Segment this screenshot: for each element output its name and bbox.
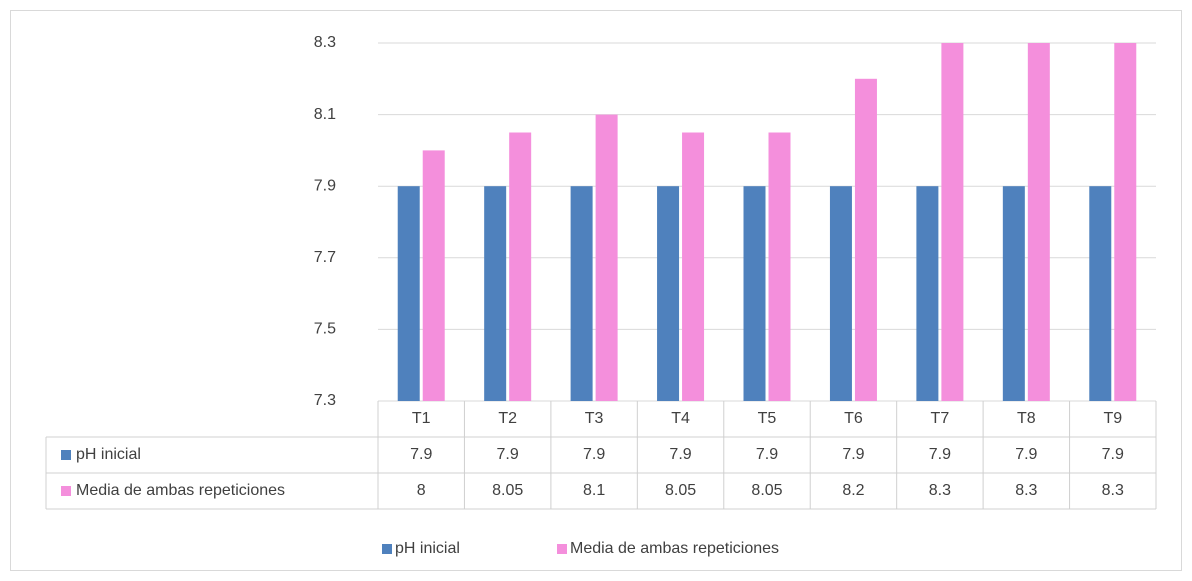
table-cell: 7.9 (756, 446, 778, 463)
x-tick-label: T2 (498, 410, 517, 427)
table-cell: 7.9 (1102, 446, 1124, 463)
bar (509, 132, 532, 401)
table-cell: 8.3 (1015, 482, 1037, 499)
x-tick-label: T4 (671, 410, 690, 427)
y-tick-label: 7.7 (314, 249, 336, 266)
x-tick-label: T8 (1017, 410, 1036, 427)
y-tick-label: 7.3 (314, 392, 336, 409)
table-cell: 7.9 (669, 446, 691, 463)
bar (682, 132, 705, 401)
table-cell: 8.05 (665, 482, 696, 499)
bar (1089, 186, 1112, 401)
y-tick-label: 8.1 (314, 106, 336, 123)
bar (1027, 43, 1050, 401)
bar (941, 43, 964, 401)
table-cell: 8.1 (583, 482, 605, 499)
bar (854, 78, 877, 402)
table-cell: 8.05 (751, 482, 782, 499)
x-tick-label: T1 (412, 410, 431, 427)
bar (916, 186, 939, 401)
legend-key (382, 544, 392, 554)
bar (657, 186, 680, 401)
table-row-label: pH inicial (76, 446, 141, 463)
y-tick-label: 7.5 (314, 321, 336, 338)
table-cell: 7.9 (583, 446, 605, 463)
x-tick-label: T9 (1103, 410, 1122, 427)
bar (768, 132, 791, 401)
bar (829, 186, 852, 401)
bar (1002, 186, 1025, 401)
x-tick-label: T3 (585, 410, 604, 427)
bar (743, 186, 766, 401)
table-cell: 7.9 (1015, 446, 1037, 463)
x-tick-label: T5 (758, 410, 777, 427)
table-cell: 8 (417, 482, 426, 499)
y-tick-label: 8.3 (314, 34, 336, 51)
bar (484, 186, 507, 401)
table-row-label: Media de ambas repeticiones (76, 482, 285, 499)
bar (397, 186, 420, 401)
bar (570, 186, 593, 401)
table-cell: 7.9 (410, 446, 432, 463)
legend-key (61, 450, 71, 460)
table-cell: 8.3 (929, 482, 951, 499)
bar (1114, 43, 1137, 401)
table-cell: 7.9 (497, 446, 519, 463)
bar (595, 114, 618, 401)
legend-label: pH inicial (395, 540, 460, 557)
table-cell: 7.9 (842, 446, 864, 463)
x-tick-label: T7 (931, 410, 950, 427)
x-tick-label: T6 (844, 410, 863, 427)
y-tick-label: 7.9 (314, 177, 336, 194)
legend-key (61, 486, 71, 496)
table-cell: 8.3 (1102, 482, 1124, 499)
table-cell: 8.2 (842, 482, 864, 499)
legend-key (557, 544, 567, 554)
bar (422, 150, 445, 401)
table-cell: 7.9 (929, 446, 951, 463)
legend-label: Media de ambas repeticiones (570, 540, 779, 557)
table-cell: 8.05 (492, 482, 523, 499)
